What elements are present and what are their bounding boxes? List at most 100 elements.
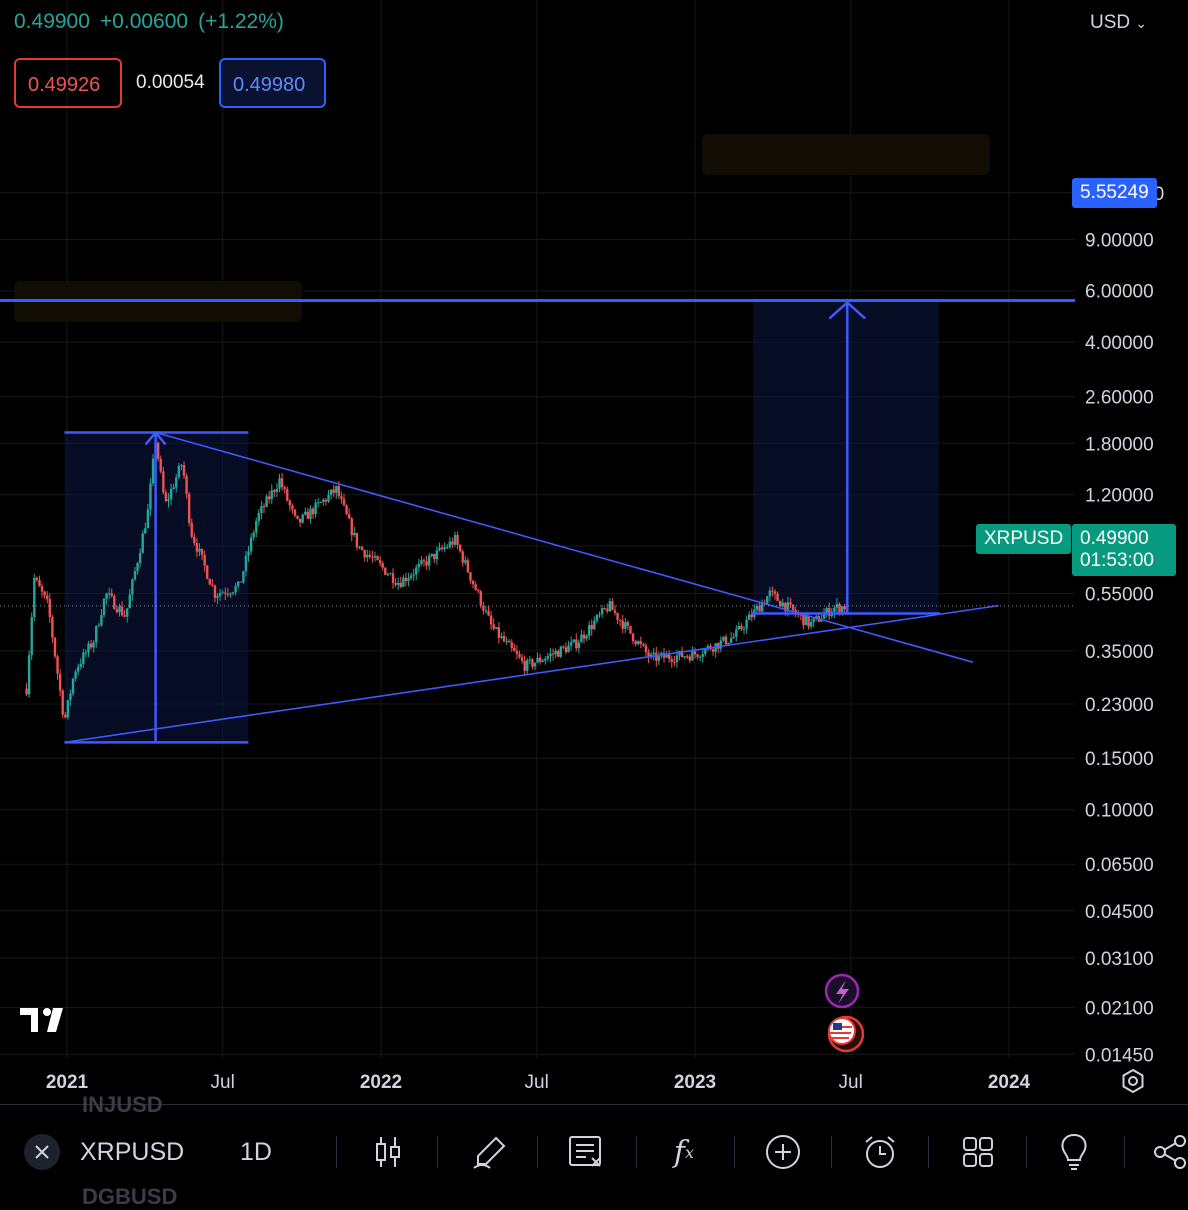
candle-body xyxy=(151,458,155,484)
last-price: 0.49900 xyxy=(14,10,90,33)
candle-body xyxy=(719,640,723,649)
candle-body xyxy=(417,563,421,568)
candle-body xyxy=(350,518,353,536)
alert-icon[interactable] xyxy=(860,1128,900,1176)
candle-body xyxy=(453,534,457,545)
candle-body xyxy=(296,515,299,519)
candle-body xyxy=(484,610,488,612)
candle-body xyxy=(368,554,372,557)
add-icon[interactable] xyxy=(763,1128,803,1176)
candle-body xyxy=(642,643,645,646)
candle-body xyxy=(84,652,88,654)
currency-selector[interactable]: USD ⌄ xyxy=(1090,12,1147,34)
candle-body xyxy=(95,626,98,643)
candle-body xyxy=(755,606,759,610)
objects-tree-icon[interactable] xyxy=(566,1128,606,1176)
candle-body xyxy=(747,614,751,620)
candle-body xyxy=(169,489,173,500)
price-tick-label: 0.01450 xyxy=(1085,1045,1154,1066)
candle-body xyxy=(598,614,601,616)
candle-body xyxy=(456,534,459,545)
candle-body xyxy=(422,560,426,562)
candle-body xyxy=(322,499,325,503)
candle-body xyxy=(500,636,503,638)
candle-body xyxy=(495,627,498,629)
candle-body xyxy=(404,577,408,582)
candle-body xyxy=(778,600,782,607)
candle-body xyxy=(231,592,235,594)
candle-body xyxy=(557,651,560,657)
candle-body xyxy=(378,560,382,564)
candle-body xyxy=(665,654,668,658)
candle-body xyxy=(262,506,266,508)
candle-body xyxy=(247,551,250,556)
candle-body xyxy=(311,508,315,515)
candle-body xyxy=(438,547,441,551)
us-flag-canton xyxy=(833,1023,842,1030)
interval-button[interactable]: 1D xyxy=(240,1137,272,1166)
candle-body xyxy=(30,617,33,656)
candle-body xyxy=(531,659,534,667)
layouts-icon[interactable] xyxy=(958,1128,998,1176)
candle-body xyxy=(162,471,165,493)
sell-price-button[interactable]: 0.49926 xyxy=(14,58,122,108)
measure-1-arrowhead xyxy=(144,430,167,446)
candle-body xyxy=(381,563,384,568)
spread-value: 0.00054 xyxy=(136,72,205,93)
candle-body xyxy=(329,489,333,495)
candle-body xyxy=(740,626,743,630)
bar-countdown: 01:53:00 xyxy=(1080,550,1154,571)
candle-body xyxy=(479,591,482,606)
candle-body xyxy=(412,574,415,576)
candle-body xyxy=(828,608,831,617)
candle-body xyxy=(203,554,206,566)
candle-body xyxy=(366,554,369,558)
candle-body xyxy=(461,551,464,563)
time-tick-label: 2024 xyxy=(988,1072,1031,1093)
close-icon[interactable] xyxy=(22,1128,62,1176)
candle-body xyxy=(123,615,126,617)
time-axis: 2021 Jul 2022 Jul 2023 Jul 2024 xyxy=(46,1072,1031,1093)
tradingview-logo-icon[interactable] xyxy=(20,1004,74,1034)
candle-body xyxy=(482,605,485,611)
candle-body xyxy=(213,585,217,598)
candle-body xyxy=(675,655,679,662)
candle-body xyxy=(141,533,144,554)
candle-body xyxy=(128,594,131,609)
candle-body xyxy=(634,641,637,645)
candle-body xyxy=(701,654,704,657)
price-header: 0.49900 +0.00600 (+1.22%) xyxy=(14,10,294,34)
current-price-tag: 0.49900 01:53:00 xyxy=(1072,524,1176,576)
candle-body xyxy=(394,583,397,585)
candle-body xyxy=(74,671,77,679)
candle-body xyxy=(711,649,715,652)
candle-body xyxy=(533,662,537,667)
candle-body xyxy=(680,651,684,658)
price-tick-label: 4.00000 xyxy=(1085,333,1154,354)
candle-body xyxy=(427,556,431,566)
candle-body xyxy=(536,657,539,663)
candle-body xyxy=(729,638,733,643)
candle-body xyxy=(177,465,181,478)
share-icon[interactable] xyxy=(1152,1128,1188,1176)
buy-price-button[interactable]: 0.49980 xyxy=(219,58,326,108)
candle-body xyxy=(487,610,490,616)
candle-body xyxy=(678,651,681,656)
candle-body xyxy=(51,616,54,638)
price-tick-label: 6.00000 xyxy=(1085,282,1154,303)
gear-icon[interactable] xyxy=(1120,1068,1146,1094)
symbol-button[interactable]: XRPUSD xyxy=(80,1137,185,1166)
price-tick-label: 0.10000 xyxy=(1085,801,1154,822)
candle-body xyxy=(698,656,702,658)
us-flag-icon xyxy=(827,1015,865,1053)
ideas-icon[interactable] xyxy=(1054,1128,1094,1176)
brush-icon[interactable] xyxy=(470,1128,510,1176)
candle-body xyxy=(784,602,787,612)
candle-body xyxy=(546,656,550,659)
candle-body xyxy=(469,572,472,581)
candle-body xyxy=(82,652,85,664)
event-markers xyxy=(824,973,865,1053)
candles-icon[interactable] xyxy=(368,1128,408,1176)
candle-body xyxy=(742,628,746,630)
